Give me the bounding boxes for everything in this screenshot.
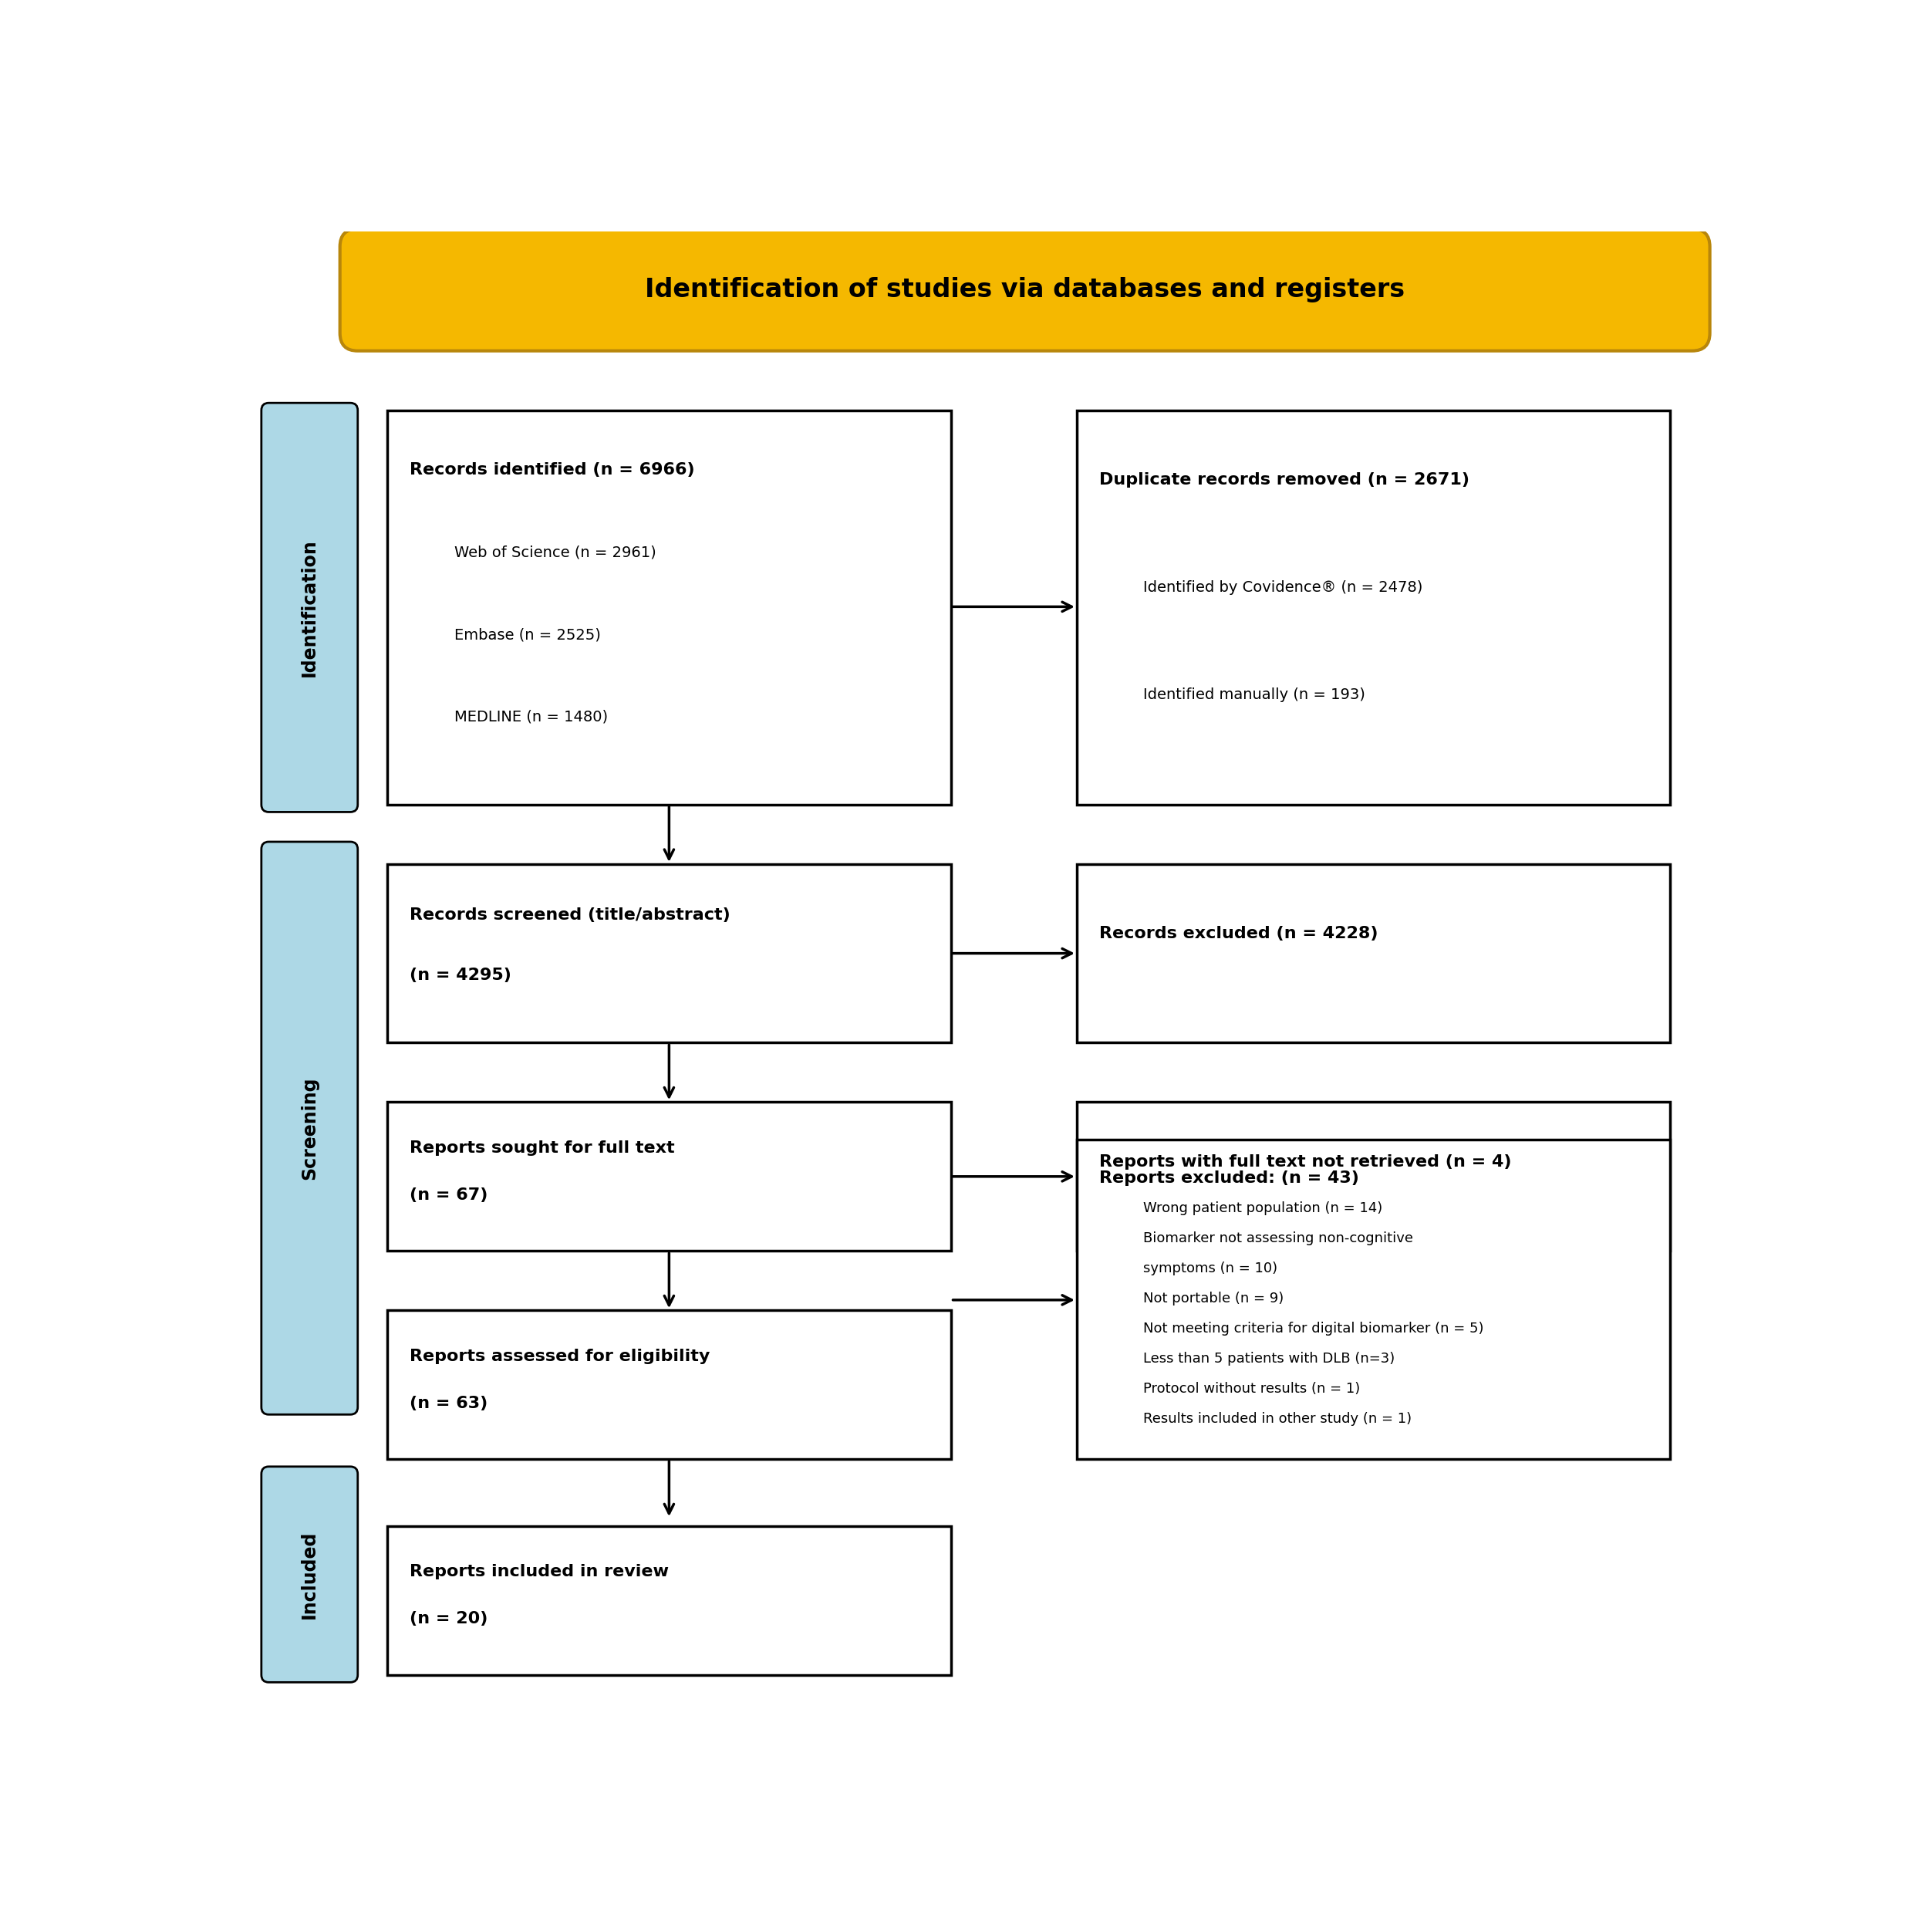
Text: Less than 5 patients with DLB (n=3): Less than 5 patients with DLB (n=3): [1144, 1352, 1395, 1366]
Text: Identified manually (n = 193): Identified manually (n = 193): [1144, 688, 1366, 701]
Bar: [386, 864, 951, 1043]
Text: (n = 4295): (n = 4295): [409, 968, 511, 983]
Text: Web of Science (n = 2961): Web of Science (n = 2961): [453, 545, 656, 560]
Text: Records screened (title/abstract): Records screened (title/abstract): [409, 908, 731, 923]
Text: Reports included in review: Reports included in review: [409, 1565, 670, 1580]
Text: Embase (n = 2525): Embase (n = 2525): [453, 628, 601, 641]
Text: (n = 67): (n = 67): [409, 1188, 488, 1204]
Text: Records excluded (n = 4228): Records excluded (n = 4228): [1098, 925, 1377, 941]
Text: Protocol without results (n = 1): Protocol without results (n = 1): [1144, 1381, 1360, 1395]
Text: Not portable (n = 9): Not portable (n = 9): [1144, 1291, 1284, 1306]
Text: MEDLINE (n = 1480): MEDLINE (n = 1480): [453, 709, 608, 724]
Text: Screening: Screening: [300, 1076, 319, 1180]
Bar: [386, 1101, 951, 1250]
Text: Not meeting criteria for digital biomarker (n = 5): Not meeting criteria for digital biomark…: [1144, 1321, 1484, 1335]
FancyBboxPatch shape: [262, 842, 358, 1414]
Text: (n = 63): (n = 63): [409, 1395, 488, 1410]
Bar: [1077, 1140, 1670, 1459]
Bar: [386, 1310, 951, 1459]
Bar: [1077, 410, 1670, 804]
Text: Duplicate records removed (n = 2671): Duplicate records removed (n = 2671): [1098, 471, 1469, 487]
Text: (n = 20): (n = 20): [409, 1611, 488, 1627]
Text: Wrong patient population (n = 14): Wrong patient population (n = 14): [1144, 1202, 1383, 1215]
Bar: [1077, 1101, 1670, 1250]
FancyBboxPatch shape: [262, 404, 358, 811]
Text: Records identified (n = 6966): Records identified (n = 6966): [409, 462, 694, 477]
Text: Identified by Covidence® (n = 2478): Identified by Covidence® (n = 2478): [1144, 580, 1423, 595]
Text: Reports assessed for eligibility: Reports assessed for eligibility: [409, 1349, 710, 1364]
Bar: [386, 410, 951, 804]
FancyBboxPatch shape: [341, 228, 1710, 352]
Text: Identification: Identification: [300, 539, 319, 676]
Text: Included: Included: [300, 1530, 319, 1619]
Text: Reports sought for full text: Reports sought for full text: [409, 1140, 675, 1155]
Text: Identification of studies via databases and registers: Identification of studies via databases …: [645, 276, 1404, 303]
Text: Reports excluded: (n = 43): Reports excluded: (n = 43): [1098, 1171, 1358, 1186]
Text: Results included in other study (n = 1): Results included in other study (n = 1): [1144, 1412, 1412, 1426]
Text: Biomarker not assessing non-cognitive: Biomarker not assessing non-cognitive: [1144, 1231, 1414, 1246]
Bar: [1077, 864, 1670, 1043]
Bar: [386, 1526, 951, 1675]
FancyBboxPatch shape: [262, 1466, 358, 1683]
Text: Reports with full text not retrieved (n = 4): Reports with full text not retrieved (n …: [1098, 1155, 1511, 1171]
Text: symptoms (n = 10): symptoms (n = 10): [1144, 1262, 1278, 1275]
